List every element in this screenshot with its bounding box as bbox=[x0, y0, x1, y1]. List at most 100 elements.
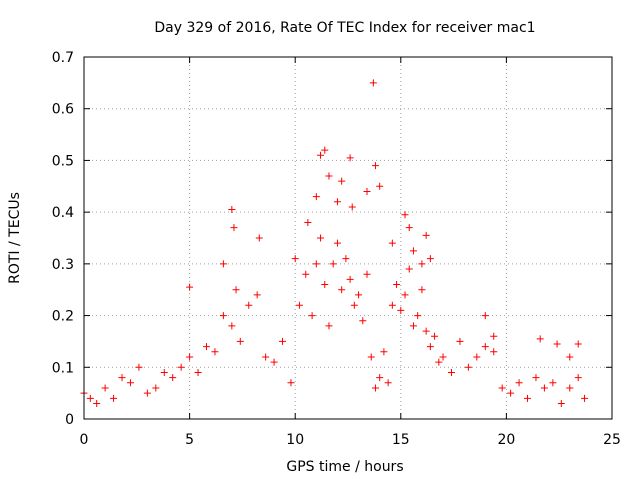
data-point bbox=[359, 317, 367, 325]
data-point bbox=[126, 379, 134, 387]
data-point bbox=[393, 281, 401, 289]
data-point bbox=[230, 224, 238, 232]
x-tick-label: 15 bbox=[392, 432, 410, 448]
data-point bbox=[388, 239, 396, 247]
data-point bbox=[186, 283, 194, 291]
data-point bbox=[135, 363, 143, 371]
data-point bbox=[426, 343, 434, 351]
data-point bbox=[279, 337, 287, 345]
data-point bbox=[295, 301, 303, 309]
data-point bbox=[574, 374, 582, 382]
data-point bbox=[93, 399, 101, 407]
data-point bbox=[426, 255, 434, 263]
data-point bbox=[515, 379, 523, 387]
x-tick-label: 10 bbox=[286, 432, 304, 448]
data-point bbox=[160, 368, 168, 376]
data-point bbox=[422, 327, 430, 335]
data-point bbox=[405, 224, 413, 232]
data-point bbox=[350, 301, 358, 309]
data-point bbox=[401, 211, 409, 219]
data-point bbox=[232, 286, 240, 294]
x-tick-labels: 0 5 10 15 20 25 bbox=[80, 432, 621, 448]
x-axis-label: GPS time / hours bbox=[286, 459, 403, 475]
y-axis-label: ROTI / TECUs bbox=[7, 192, 23, 284]
data-point bbox=[194, 368, 202, 376]
y-tick-label: 0.3 bbox=[52, 257, 74, 273]
data-point bbox=[291, 255, 299, 263]
data-point bbox=[507, 389, 515, 397]
data-point bbox=[435, 358, 443, 366]
data-point bbox=[333, 198, 341, 206]
data-points bbox=[80, 79, 589, 407]
data-point bbox=[540, 384, 548, 392]
y-tick-label: 0.2 bbox=[52, 309, 74, 325]
data-point bbox=[312, 193, 320, 201]
data-point bbox=[431, 332, 439, 340]
data-point bbox=[405, 265, 413, 273]
data-point bbox=[270, 358, 278, 366]
data-point bbox=[312, 260, 320, 268]
data-point bbox=[346, 275, 354, 283]
data-point bbox=[439, 353, 447, 361]
data-point bbox=[498, 384, 506, 392]
data-point bbox=[481, 343, 489, 351]
data-point bbox=[202, 343, 210, 351]
y-tick-label: 0.6 bbox=[52, 102, 74, 118]
data-point bbox=[456, 337, 464, 345]
data-point bbox=[401, 291, 409, 299]
data-point bbox=[317, 234, 325, 242]
data-point bbox=[418, 286, 426, 294]
data-point bbox=[253, 291, 261, 299]
data-point bbox=[86, 394, 94, 402]
y-tick-labels: 0 0.1 0.2 0.3 0.4 0.5 0.6 0.7 bbox=[52, 50, 74, 428]
data-point bbox=[384, 379, 392, 387]
data-point bbox=[219, 260, 227, 268]
data-point bbox=[376, 374, 384, 382]
data-point bbox=[236, 337, 244, 345]
y-tick-label: 0.4 bbox=[52, 205, 74, 221]
data-point bbox=[490, 332, 498, 340]
data-point bbox=[262, 353, 270, 361]
data-point bbox=[549, 379, 557, 387]
data-point bbox=[186, 353, 194, 361]
data-point bbox=[490, 348, 498, 356]
x-tick-label: 5 bbox=[185, 432, 194, 448]
data-point bbox=[355, 291, 363, 299]
data-point bbox=[169, 374, 177, 382]
data-point bbox=[143, 389, 151, 397]
data-point bbox=[308, 312, 316, 320]
data-point bbox=[287, 379, 295, 387]
data-point bbox=[418, 260, 426, 268]
chart-title: Day 329 of 2016, Rate Of TEC Index for r… bbox=[154, 20, 535, 36]
data-point bbox=[321, 146, 329, 154]
data-point bbox=[342, 255, 350, 263]
data-point bbox=[346, 154, 354, 162]
data-point bbox=[338, 177, 346, 185]
data-point bbox=[409, 247, 417, 255]
data-point bbox=[317, 151, 325, 159]
data-point bbox=[177, 363, 185, 371]
data-point bbox=[245, 301, 253, 309]
data-point bbox=[481, 312, 489, 320]
data-point bbox=[228, 206, 236, 214]
data-point bbox=[380, 348, 388, 356]
data-point bbox=[110, 394, 118, 402]
y-tick-label: 0.7 bbox=[52, 50, 74, 66]
axis-ticks bbox=[83, 56, 613, 420]
y-tick-label: 0.5 bbox=[52, 153, 74, 169]
data-point bbox=[325, 322, 333, 330]
data-point bbox=[422, 231, 430, 239]
x-tick-label: 0 bbox=[80, 432, 89, 448]
data-point bbox=[397, 306, 405, 314]
data-point bbox=[566, 353, 574, 361]
data-point bbox=[581, 394, 589, 402]
data-point bbox=[211, 348, 219, 356]
data-point bbox=[219, 312, 227, 320]
grid bbox=[84, 57, 612, 419]
y-tick-label: 0 bbox=[65, 412, 74, 428]
data-point bbox=[557, 399, 565, 407]
data-point bbox=[371, 384, 379, 392]
data-point bbox=[329, 260, 337, 268]
data-point bbox=[532, 374, 540, 382]
